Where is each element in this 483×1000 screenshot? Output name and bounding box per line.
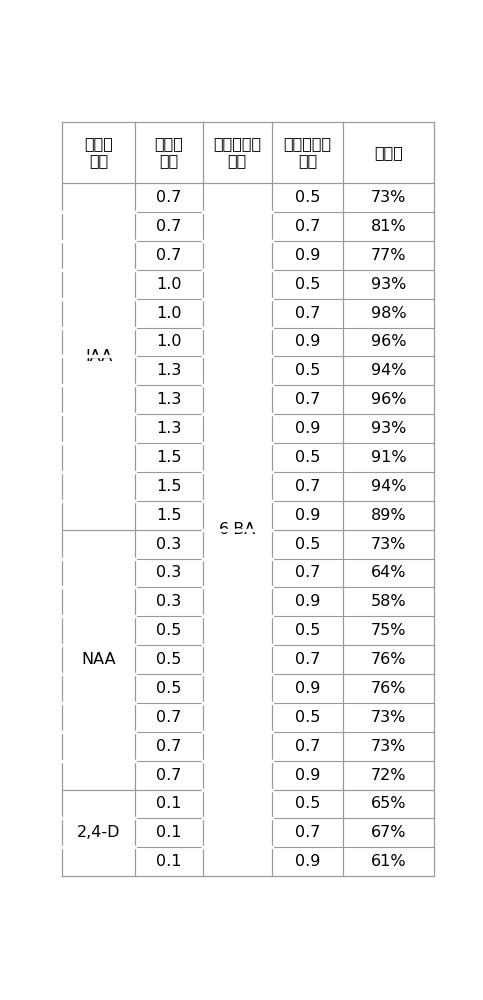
Text: 0.7: 0.7 [295, 652, 320, 667]
Text: 1.3: 1.3 [156, 421, 182, 436]
Text: 0.1: 0.1 [156, 854, 182, 869]
Text: 73%: 73% [371, 537, 406, 552]
Text: 0.3: 0.3 [156, 594, 182, 609]
Text: 77%: 77% [371, 248, 406, 263]
Text: 0.9: 0.9 [295, 854, 320, 869]
Text: 0.5: 0.5 [295, 190, 320, 205]
Text: 0.5: 0.5 [156, 652, 182, 667]
Text: 0.7: 0.7 [295, 739, 320, 754]
Text: 0.9: 0.9 [295, 248, 320, 263]
Text: 0.5: 0.5 [295, 277, 320, 292]
Text: 89%: 89% [370, 508, 406, 523]
Text: 0.5: 0.5 [295, 450, 320, 465]
Text: 1.3: 1.3 [156, 392, 182, 407]
Text: 细胞分裂素
浓度: 细胞分裂素 浓度 [284, 136, 331, 169]
Text: 0.9: 0.9 [295, 768, 320, 783]
Text: 58%: 58% [370, 594, 406, 609]
Text: 98%: 98% [370, 306, 406, 321]
Text: 72%: 72% [371, 768, 406, 783]
Text: 1.5: 1.5 [156, 508, 182, 523]
Text: 0.3: 0.3 [156, 537, 182, 552]
Text: 1.0: 1.0 [156, 277, 182, 292]
Text: 0.5: 0.5 [295, 710, 320, 725]
Text: 0.7: 0.7 [156, 190, 182, 205]
Text: 73%: 73% [371, 710, 406, 725]
Text: 61%: 61% [370, 854, 406, 869]
Text: 发芽率: 发芽率 [374, 145, 403, 160]
Text: 细胞分裂素
种类: 细胞分裂素 种类 [213, 136, 261, 169]
Text: 0.7: 0.7 [156, 248, 182, 263]
Text: 0.7: 0.7 [295, 479, 320, 494]
Text: 73%: 73% [371, 190, 406, 205]
Text: 1.0: 1.0 [156, 334, 182, 349]
Text: 94%: 94% [371, 363, 406, 378]
Text: 2,4-D: 2,4-D [77, 825, 120, 840]
Text: 生长素
浓度: 生长素 浓度 [155, 136, 184, 169]
Text: 0.5: 0.5 [295, 363, 320, 378]
Text: 0.9: 0.9 [295, 594, 320, 609]
Text: 0.1: 0.1 [156, 825, 182, 840]
Text: 94%: 94% [371, 479, 406, 494]
Text: 93%: 93% [371, 277, 406, 292]
Text: 96%: 96% [371, 392, 406, 407]
Text: 0.5: 0.5 [156, 623, 182, 638]
Text: 76%: 76% [371, 652, 406, 667]
Text: 0.9: 0.9 [295, 334, 320, 349]
Text: 67%: 67% [371, 825, 406, 840]
Text: 73%: 73% [371, 739, 406, 754]
Text: 0.7: 0.7 [295, 306, 320, 321]
Text: 0.9: 0.9 [295, 681, 320, 696]
Text: 0.7: 0.7 [295, 565, 320, 580]
Text: 0.7: 0.7 [295, 392, 320, 407]
Text: 0.5: 0.5 [295, 623, 320, 638]
Text: 0.7: 0.7 [295, 825, 320, 840]
Text: 0.7: 0.7 [156, 219, 182, 234]
Text: 76%: 76% [371, 681, 406, 696]
Text: 生长素
种类: 生长素 种类 [85, 136, 113, 169]
Text: 0.7: 0.7 [295, 219, 320, 234]
Text: 0.9: 0.9 [295, 421, 320, 436]
Text: 0.7: 0.7 [156, 768, 182, 783]
Text: 0.1: 0.1 [156, 796, 182, 811]
Text: 6-BA: 6-BA [219, 522, 256, 537]
Text: 81%: 81% [370, 219, 406, 234]
Text: 0.3: 0.3 [156, 565, 182, 580]
Text: NAA: NAA [82, 652, 116, 667]
Text: 91%: 91% [370, 450, 406, 465]
Text: 0.5: 0.5 [295, 796, 320, 811]
Text: 0.9: 0.9 [295, 508, 320, 523]
Text: 93%: 93% [371, 421, 406, 436]
Text: 1.5: 1.5 [156, 450, 182, 465]
Text: 64%: 64% [371, 565, 406, 580]
Text: 0.5: 0.5 [295, 537, 320, 552]
Text: 0.7: 0.7 [156, 710, 182, 725]
Text: 1.3: 1.3 [156, 363, 182, 378]
Text: 65%: 65% [371, 796, 406, 811]
Text: 0.7: 0.7 [156, 739, 182, 754]
Text: 96%: 96% [371, 334, 406, 349]
Text: IAA: IAA [85, 349, 113, 364]
Text: 0.5: 0.5 [156, 681, 182, 696]
Text: 1.5: 1.5 [156, 479, 182, 494]
Text: 1.0: 1.0 [156, 306, 182, 321]
Text: 75%: 75% [371, 623, 406, 638]
